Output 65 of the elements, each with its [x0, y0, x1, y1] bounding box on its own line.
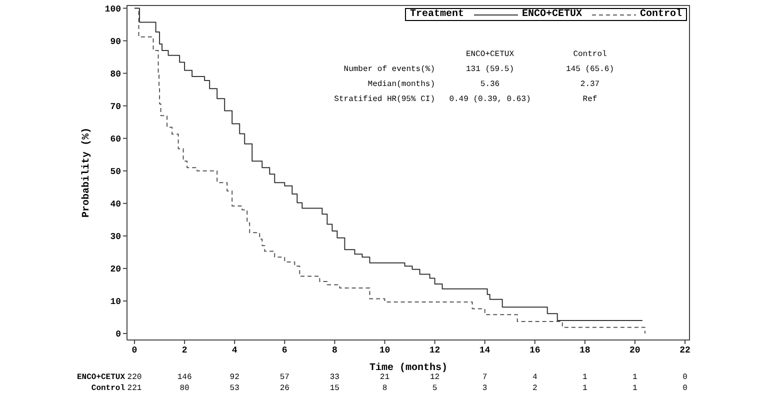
text: 0	[682, 373, 688, 382]
legend-label: Control	[638, 9, 682, 20]
text: 1	[582, 384, 588, 393]
text: 220	[127, 373, 142, 382]
x-tick-label: 4	[232, 345, 238, 356]
legend-title: Treatment	[410, 9, 464, 20]
y-tick-label: 100	[104, 4, 121, 14]
text: 26	[280, 384, 290, 393]
legend-label: ENCO+CETUX	[520, 9, 582, 20]
x-tick-label: 0	[132, 345, 138, 356]
text: 1	[582, 373, 588, 382]
text: 1	[632, 373, 638, 382]
x-tick-label: 8	[332, 345, 338, 356]
annotation: 0.49 (0.39, 0.63)	[448, 95, 532, 104]
x-tick-label: 22	[680, 345, 690, 356]
annotation: Stratified HR(95% CI)	[333, 95, 435, 104]
annotation: Median(months)	[366, 80, 435, 89]
x-tick-label: 6	[282, 345, 288, 356]
annotation: ENCO+CETUX	[464, 50, 515, 59]
text: 2	[532, 384, 538, 393]
x-tick-label: 16	[529, 345, 540, 356]
y-tick-label: 0	[116, 330, 121, 340]
x-axis-title: Time (months)	[369, 362, 448, 374]
y-tick-label: 40	[110, 200, 121, 210]
text: 7	[482, 373, 488, 382]
text: 92	[230, 373, 240, 382]
x-tick-label: 14	[479, 345, 491, 356]
text: 80	[180, 384, 190, 393]
text: 15	[330, 384, 340, 393]
y-tick-label: 30	[110, 232, 121, 242]
text: 21	[380, 373, 390, 382]
text: 221	[127, 384, 142, 393]
x-tick-label: 12	[429, 345, 440, 356]
y-tick-label: 20	[110, 264, 121, 275]
y-tick-label: 60	[110, 134, 121, 145]
text: 33	[330, 373, 340, 382]
text: 5	[432, 384, 438, 393]
x-tick-label: 20	[630, 345, 640, 356]
annotation: Control	[572, 50, 608, 59]
text: 12	[430, 373, 440, 382]
text: 57	[280, 373, 290, 382]
text: 0	[682, 384, 688, 393]
y-tick-label: 80	[110, 69, 121, 80]
y-tick-label: 50	[110, 167, 121, 178]
annotation: Number of events(%)	[342, 65, 435, 74]
y-axis-title: Probability (%)	[80, 127, 93, 218]
text: Control	[91, 384, 125, 393]
text: ENCO+CETUX	[76, 373, 125, 382]
annotation: 2.37	[579, 80, 601, 89]
annotation: 5.36	[479, 80, 501, 89]
text: 1	[632, 384, 638, 393]
annotation: 145 (65.6)	[564, 65, 615, 74]
text: 53	[230, 384, 240, 393]
y-tick-label: 90	[110, 36, 121, 47]
y-tick-label: 10	[110, 297, 121, 308]
x-tick-label: 2	[182, 345, 188, 356]
x-tick-label: 18	[580, 345, 590, 356]
text: 8	[382, 384, 388, 393]
y-tick-label: 70	[110, 102, 121, 112]
text: 4	[532, 373, 538, 382]
annotation: Ref	[582, 95, 598, 104]
x-tick-label: 10	[379, 345, 390, 356]
text: 146	[177, 373, 192, 382]
annotation: 131 (59.5)	[464, 65, 515, 74]
text: 3	[482, 384, 488, 393]
